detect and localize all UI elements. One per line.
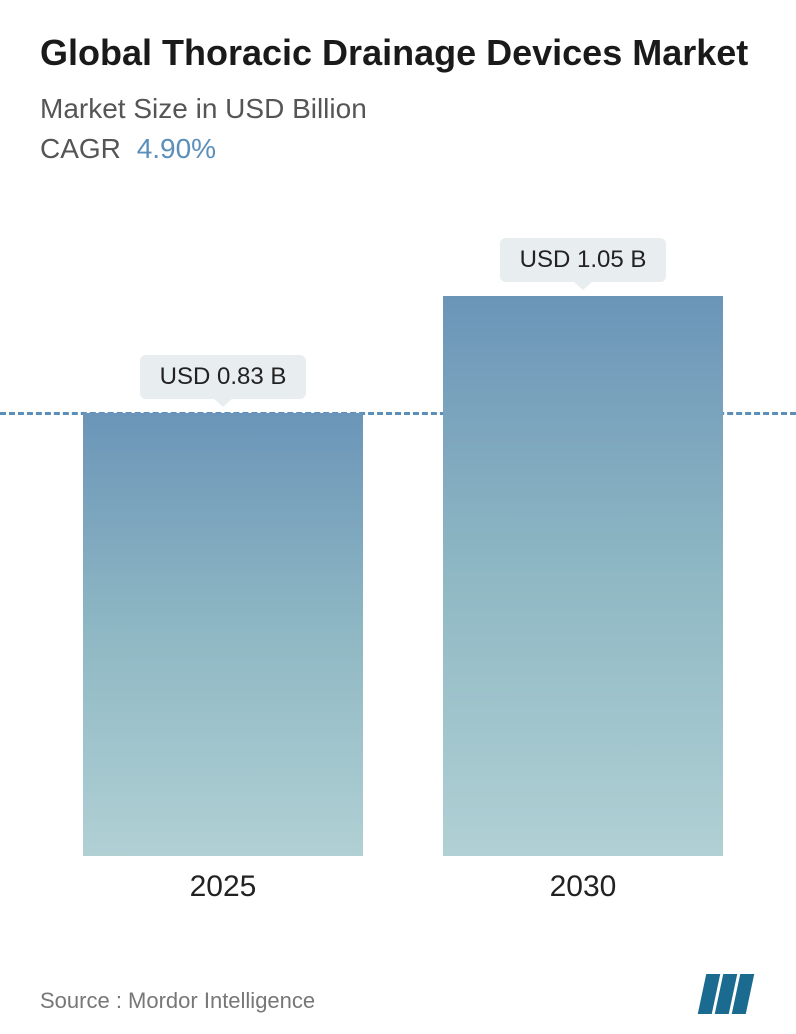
brand-logo-icon (702, 974, 766, 1014)
cagr-value: 4.90% (137, 133, 216, 164)
year-label-1: 2030 (550, 870, 617, 904)
bar-group-1: USD 1.05 B 2030 (443, 238, 723, 904)
cagr-row: CAGR 4.90% (40, 133, 766, 165)
chart-subtitle: Market Size in USD Billion (40, 93, 766, 125)
chart-footer: Source : Mordor Intelligence (40, 964, 766, 1014)
chart-plot-area: USD 0.83 B 2025 USD 1.05 B 2030 (40, 205, 766, 964)
cagr-label: CAGR (40, 133, 121, 164)
chart-container: Global Thoracic Drainage Devices Market … (0, 0, 796, 1034)
year-label-0: 2025 (190, 870, 257, 904)
bar-group-0: USD 0.83 B 2025 (83, 355, 363, 904)
value-badge-1: USD 1.05 B (500, 238, 667, 282)
chart-title: Global Thoracic Drainage Devices Market (40, 30, 766, 75)
bar-0 (83, 413, 363, 856)
value-badge-0: USD 0.83 B (140, 355, 307, 399)
bar-1 (443, 296, 723, 856)
source-text: Source : Mordor Intelligence (40, 988, 315, 1014)
